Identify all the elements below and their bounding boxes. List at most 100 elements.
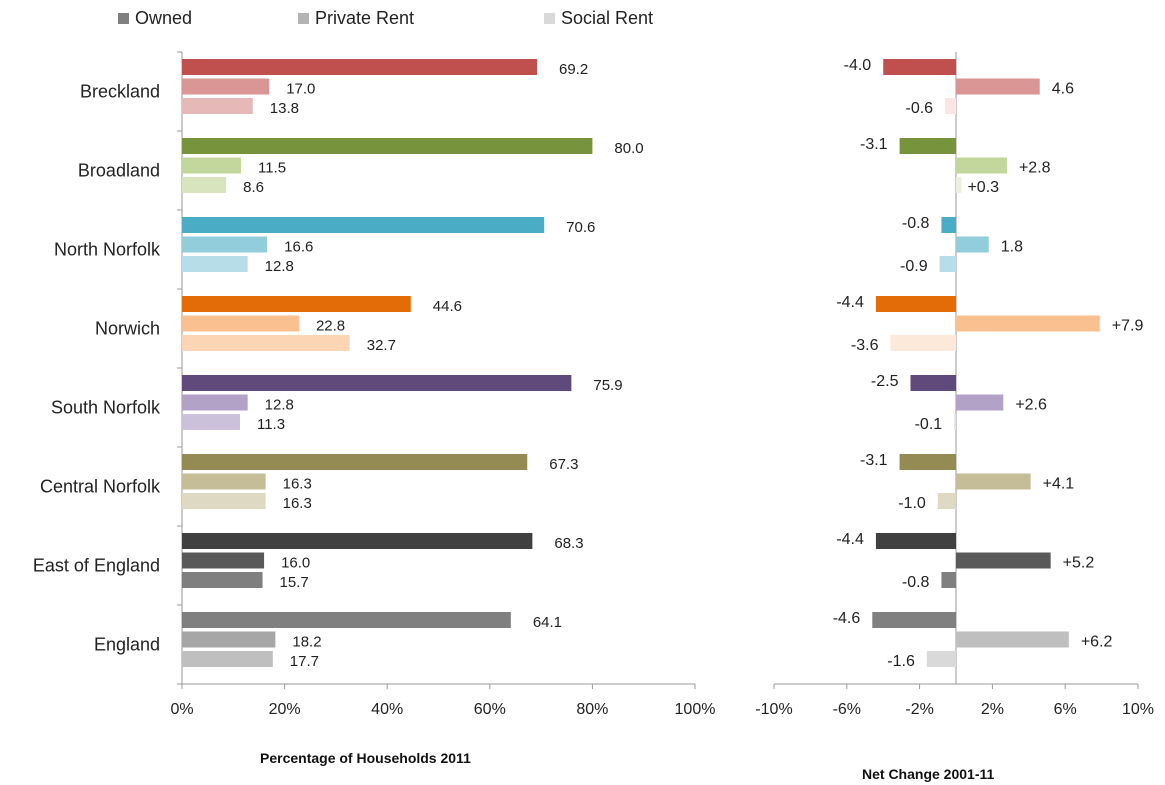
change-bar-england-social-rent <box>926 651 956 667</box>
change-label-england-owned: -4.6 <box>833 610 861 627</box>
change-label-norwich-social-rent: -3.6 <box>851 337 879 354</box>
change-label-broadland-social-rent: +0.3 <box>967 179 999 196</box>
right-x-tick-label: -2% <box>905 701 933 718</box>
change-bar-norwich-owned <box>875 296 956 312</box>
data-label-england-owned: 64.1 <box>533 614 562 631</box>
legend-label-social-rent: Social Rent <box>561 8 654 28</box>
change-bar-south-norfolk-owned <box>910 375 956 391</box>
change-label-central-norfolk-social-rent: -1.0 <box>898 495 926 512</box>
change-bar-south-norfolk-private-rent <box>956 394 1004 411</box>
data-label-south-norfolk-private-rent: 12.8 <box>265 397 294 414</box>
change-label-central-norfolk-private-rent: +4.1 <box>1043 476 1075 493</box>
data-label-east-of-england-social-rent: 15.7 <box>280 574 309 591</box>
data-label-south-norfolk-owned: 75.9 <box>593 377 622 394</box>
change-label-norwich-private-rent: +7.9 <box>1112 318 1144 335</box>
change-label-north-norfolk-social-rent: -0.9 <box>900 258 928 275</box>
change-label-north-norfolk-owned: -0.8 <box>902 215 930 232</box>
change-bar-south-norfolk-social-rent <box>954 414 956 430</box>
bar-central-norfolk-social-rent <box>182 493 266 509</box>
data-label-breckland-owned: 69.2 <box>559 61 588 78</box>
bar-south-norfolk-owned <box>182 375 572 391</box>
change-label-norwich-owned: -4.4 <box>836 294 864 311</box>
data-label-norwich-owned: 44.6 <box>433 298 462 315</box>
left-x-tick-label: 20% <box>269 701 301 718</box>
change-bar-east-of-england-owned <box>875 533 956 549</box>
right-axis-title: Net Change 2001-11 <box>862 766 995 782</box>
legend-swatch-owned <box>118 13 129 24</box>
category-label-breckland: Breckland <box>80 82 160 102</box>
change-bar-central-norfolk-private-rent <box>956 473 1031 490</box>
bar-broadland-social-rent <box>182 177 227 193</box>
category-label-norwich: Norwich <box>95 319 160 339</box>
change-bar-east-of-england-private-rent <box>956 552 1051 569</box>
bar-broadland-owned <box>182 138 593 154</box>
bar-norwich-owned <box>182 296 411 312</box>
change-label-central-norfolk-owned: -3.1 <box>860 452 888 469</box>
data-label-south-norfolk-social-rent: 11.3 <box>257 416 285 433</box>
legend-swatch-private-rent <box>298 13 309 24</box>
change-label-broadland-owned: -3.1 <box>860 136 888 153</box>
right-x-tick-label: -6% <box>833 701 861 718</box>
bar-england-owned <box>182 612 511 628</box>
change-label-east-of-england-private-rent: +5.2 <box>1063 555 1095 572</box>
change-bar-norwich-private-rent <box>956 315 1100 332</box>
change-bar-north-norfolk-owned <box>941 217 956 233</box>
bar-east-of-england-owned <box>182 533 533 549</box>
change-label-north-norfolk-private-rent: 1.8 <box>1001 239 1023 256</box>
data-label-norwich-private-rent: 22.8 <box>316 318 345 335</box>
data-label-north-norfolk-private-rent: 16.6 <box>284 239 313 256</box>
bar-south-norfolk-social-rent <box>182 414 240 430</box>
change-label-england-private-rent: +6.2 <box>1081 634 1113 651</box>
change-bar-broadland-private-rent <box>956 157 1007 174</box>
legend-item-social-rent: Social Rent <box>544 8 653 29</box>
right-x-tick-label: 10% <box>1122 701 1154 718</box>
data-label-east-of-england-owned: 68.3 <box>554 535 583 552</box>
change-label-south-norfolk-owned: -2.5 <box>871 373 899 390</box>
category-label-south-norfolk: South Norfolk <box>51 398 161 418</box>
change-bar-breckland-owned <box>883 59 956 75</box>
left-x-tick-label: 100% <box>675 701 716 718</box>
change-bar-breckland-private-rent <box>956 78 1040 95</box>
change-bar-north-norfolk-private-rent <box>956 236 989 253</box>
right-x-tick-label: -10% <box>755 701 792 718</box>
bar-central-norfolk-private-rent <box>182 473 266 490</box>
change-label-east-of-england-owned: -4.4 <box>836 531 864 548</box>
data-label-breckland-social-rent: 13.8 <box>270 100 299 117</box>
change-label-breckland-social-rent: -0.6 <box>906 100 934 117</box>
change-bar-england-private-rent <box>956 631 1069 648</box>
bar-north-norfolk-private-rent <box>182 236 268 253</box>
bar-south-norfolk-private-rent <box>182 394 248 411</box>
data-label-norwich-social-rent: 32.7 <box>367 337 396 354</box>
left-axis-title: Percentage of Households 2011 <box>260 750 471 766</box>
change-bar-central-norfolk-owned <box>899 454 956 470</box>
bar-east-of-england-private-rent <box>182 552 265 569</box>
change-bar-east-of-england-social-rent <box>941 572 956 588</box>
data-label-broadland-owned: 80.0 <box>614 140 643 157</box>
legend-item-owned: Owned <box>118 8 298 29</box>
bar-england-private-rent <box>182 631 276 648</box>
change-label-broadland-private-rent: +2.8 <box>1019 160 1051 177</box>
change-bar-england-owned <box>872 612 956 628</box>
data-label-north-norfolk-owned: 70.6 <box>566 219 595 236</box>
change-bar-breckland-social-rent <box>945 98 956 114</box>
category-label-central-norfolk: Central Norfolk <box>40 477 161 497</box>
right-x-tick-label: 2% <box>981 701 1004 718</box>
legend-swatch-social-rent <box>544 13 555 24</box>
data-label-central-norfolk-private-rent: 16.3 <box>283 476 312 493</box>
chart-legend: Owned Private Rent Social Rent <box>118 8 653 29</box>
legend-item-private-rent: Private Rent <box>298 8 544 29</box>
data-label-broadland-social-rent: 8.6 <box>243 179 264 196</box>
bar-north-norfolk-owned <box>182 217 545 233</box>
change-bar-broadland-social-rent <box>956 177 962 193</box>
change-label-south-norfolk-private-rent: +2.6 <box>1015 397 1047 414</box>
data-label-england-social-rent: 17.7 <box>290 653 319 670</box>
bar-broadland-private-rent <box>182 157 241 174</box>
right-panel: -10% -6% -2% 2% 6% 10% -4.0 4.6 -0.6 -3.1 +2.8 +0.3… <box>755 52 1154 718</box>
category-label-broadland: Broadland <box>78 161 160 181</box>
left-x-tick-label: 60% <box>474 701 506 718</box>
data-label-broadland-private-rent: 11.5 <box>258 160 286 177</box>
change-bar-central-norfolk-social-rent <box>937 493 956 509</box>
change-label-breckland-private-rent: 4.6 <box>1052 81 1074 98</box>
